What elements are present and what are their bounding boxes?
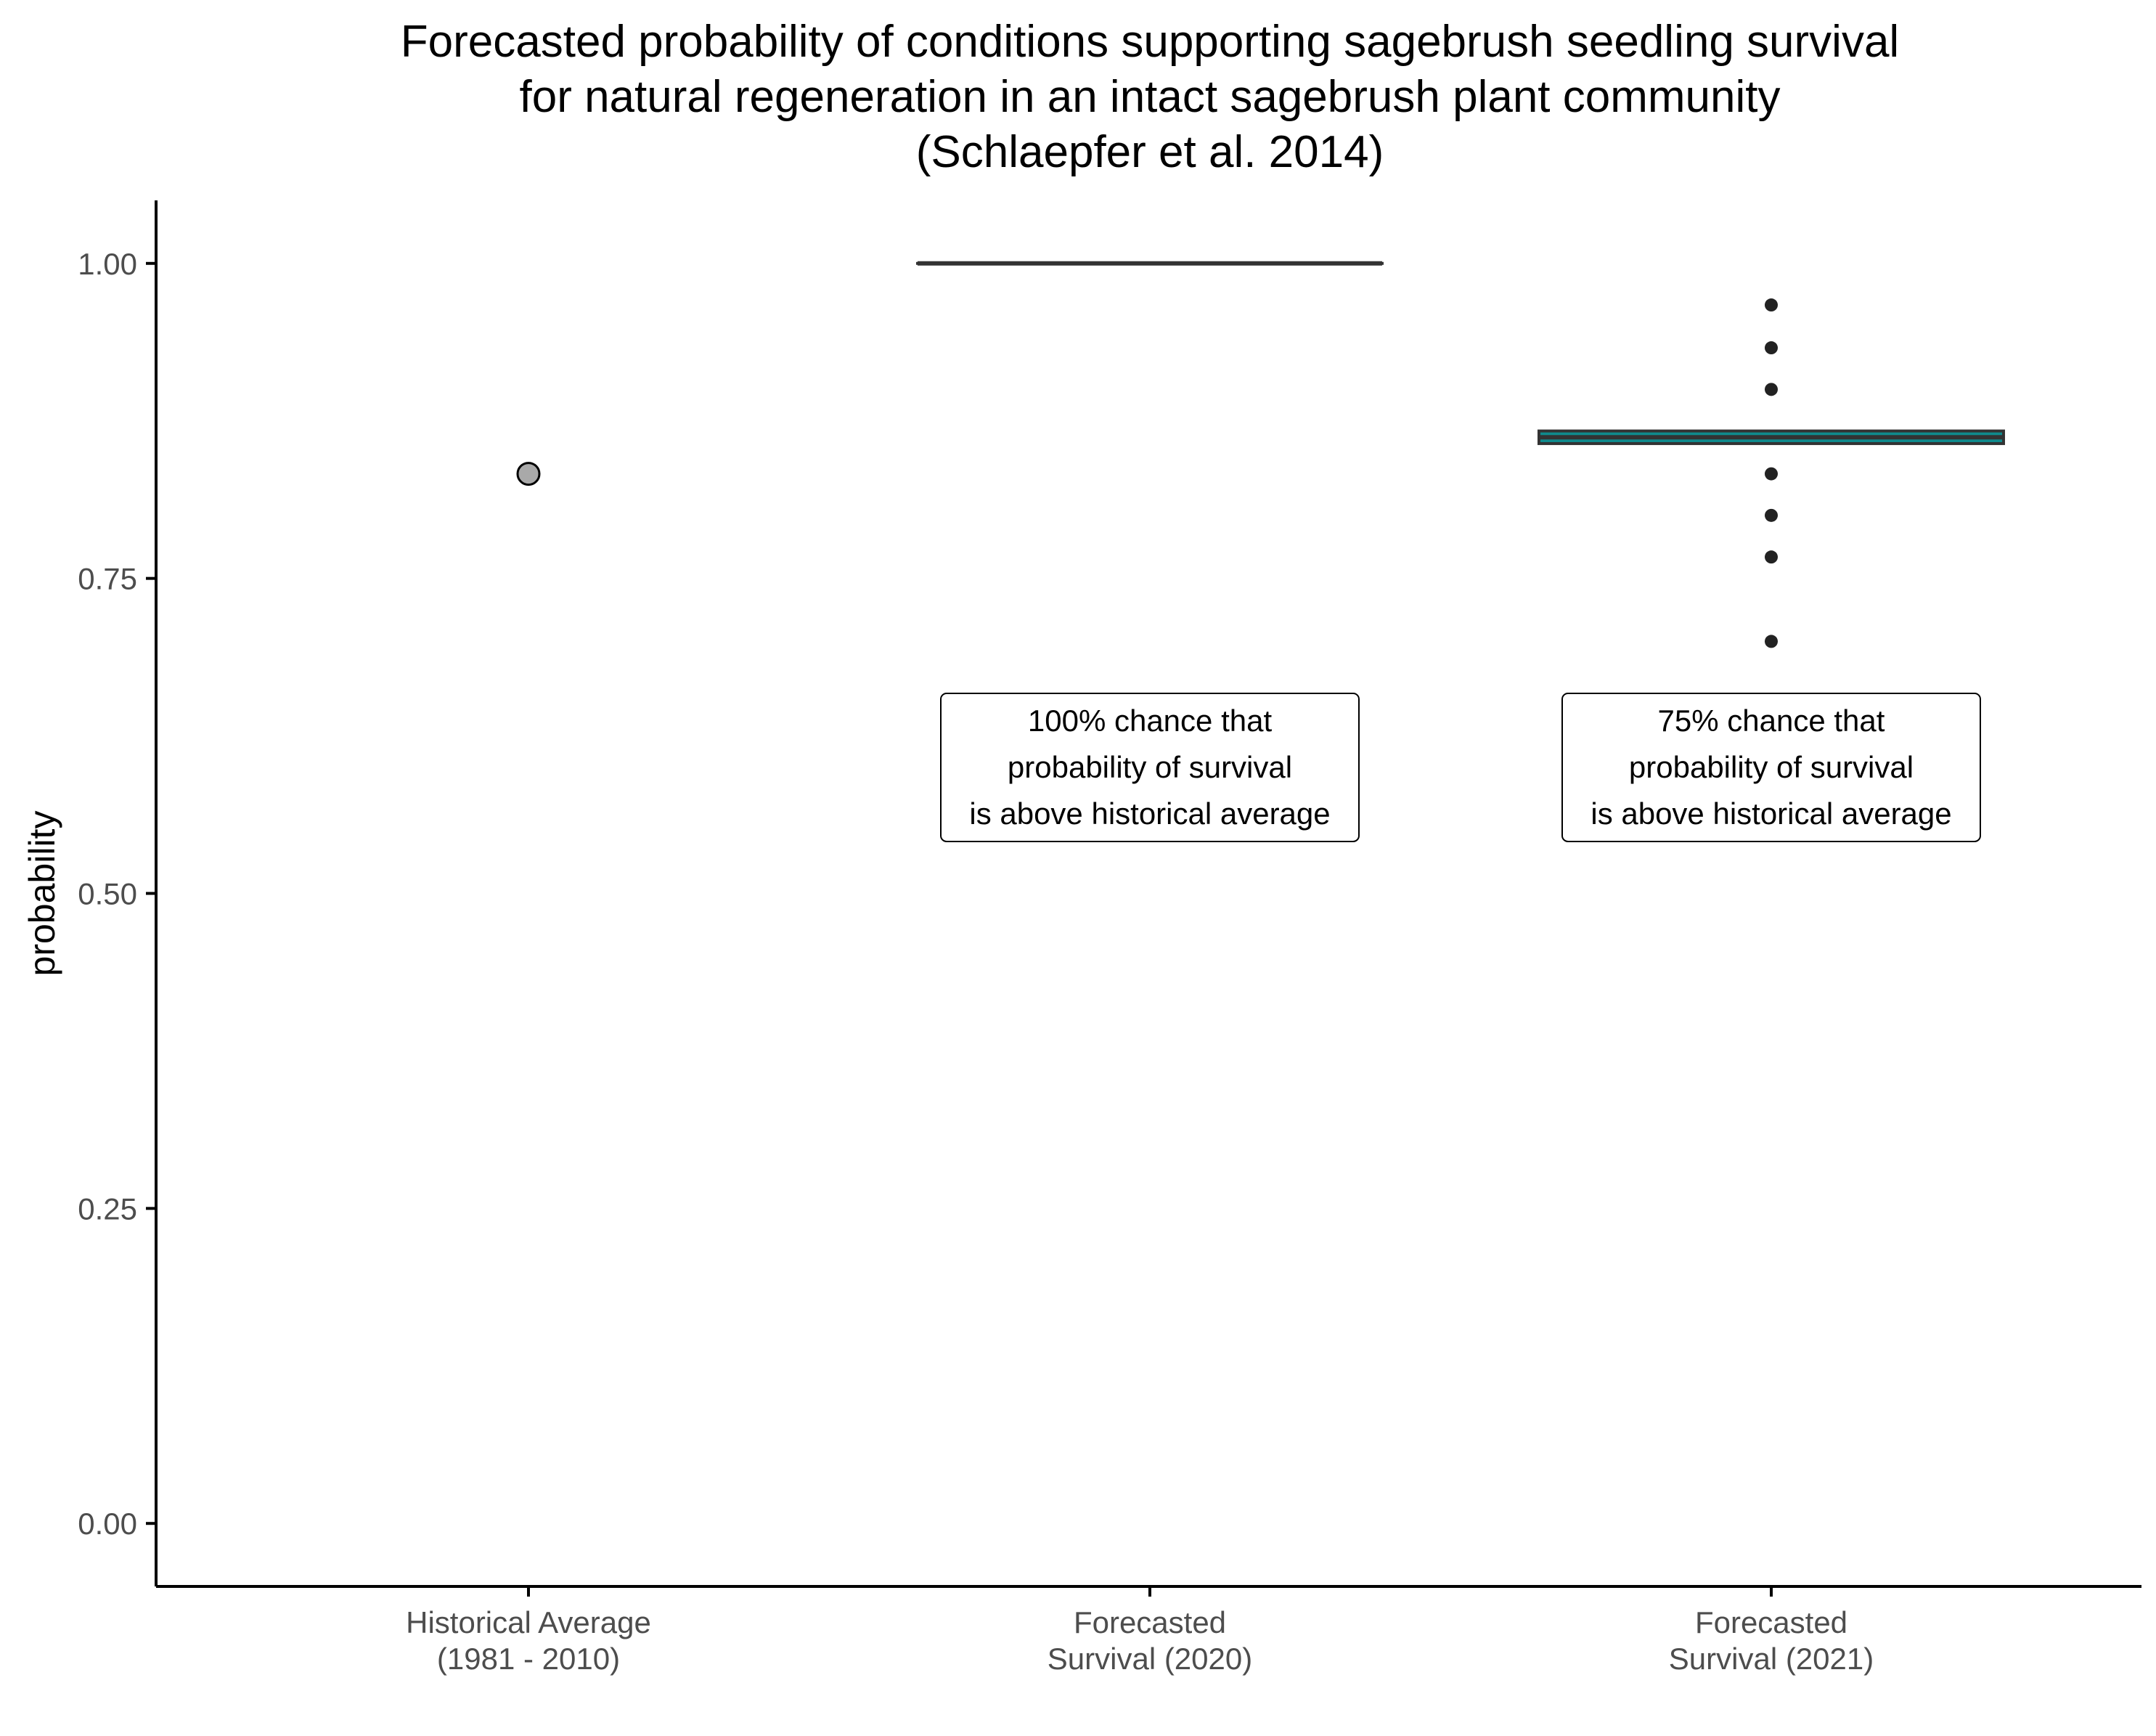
outlier-point	[1765, 298, 1778, 312]
x-tick-label: Forecasted Survival (2020)	[1048, 1605, 1252, 1676]
chart-title-line: Forecasted probability of conditions sup…	[401, 17, 1899, 67]
annotation-text: 75% chance that probability of survival is…	[1591, 704, 1951, 831]
x-tick-label-line: Survival (2020)	[1048, 1642, 1252, 1676]
x-axis-ticks: Historical Average (1981 - 2010) Forecaste…	[406, 1586, 1874, 1676]
historical-point	[516, 462, 541, 486]
outlier-point	[1765, 508, 1778, 522]
x-tick-label: Forecasted Survival (2021)	[1669, 1605, 1874, 1676]
x-tick-label-line: Survival (2021)	[1669, 1642, 1874, 1676]
annotation-text-line: probability of survival	[1629, 750, 1914, 784]
chart-title-line: (Schlaepfer et al. 2014)	[916, 127, 1384, 177]
x-tick-label-line: Forecasted	[1695, 1605, 1847, 1639]
chart-title: Forecasted probability of conditions sup…	[401, 17, 1899, 177]
y-tick-label: 0.75	[78, 562, 137, 596]
outlier-point	[1765, 550, 1778, 564]
x-tick-label-line: Forecasted	[1074, 1605, 1226, 1639]
annotation-label: 100% chance that probability of survival i…	[940, 692, 1360, 842]
annotation-box	[1561, 692, 1981, 842]
y-tick-label: 0.25	[78, 1191, 137, 1226]
chart-title-line: for natural regeneration in an intact sa…	[520, 72, 1781, 122]
outlier-point	[1765, 635, 1778, 648]
annotation-text-line: 75% chance that	[1658, 704, 1885, 738]
annotation-text-line: probability of survival	[1008, 750, 1292, 784]
x-tick-label-line: (1981 - 2010)	[437, 1642, 620, 1676]
outlier-point	[1765, 341, 1778, 355]
x-tick-label: Historical Average (1981 - 2010)	[406, 1605, 651, 1676]
y-tick-label: 0.00	[78, 1507, 137, 1541]
outlier-point	[1765, 383, 1778, 396]
annotation-text-line: 100% chance that	[1028, 704, 1273, 738]
annotation-text: 100% chance that probability of survival i…	[969, 704, 1330, 831]
outlier-point	[1765, 467, 1778, 481]
y-tick-label: 1.00	[78, 247, 137, 281]
annotation-label: 75% chance that probability of survival is…	[1561, 692, 1981, 842]
y-axis-title: probability	[22, 811, 62, 977]
y-tick-label: 0.50	[78, 877, 137, 911]
x-tick-label-line: Historical Average	[406, 1605, 651, 1639]
annotation-text-line: is above historical average	[969, 796, 1330, 831]
annotations: 100% chance that probability of survival i…	[940, 692, 1981, 842]
plot-marks	[516, 261, 2005, 648]
annotation-text-line: is above historical average	[1591, 796, 1951, 831]
y-axis-ticks: 0.00 0.25 0.50 0.75 1.00	[78, 247, 156, 1541]
annotation-box	[940, 692, 1360, 842]
